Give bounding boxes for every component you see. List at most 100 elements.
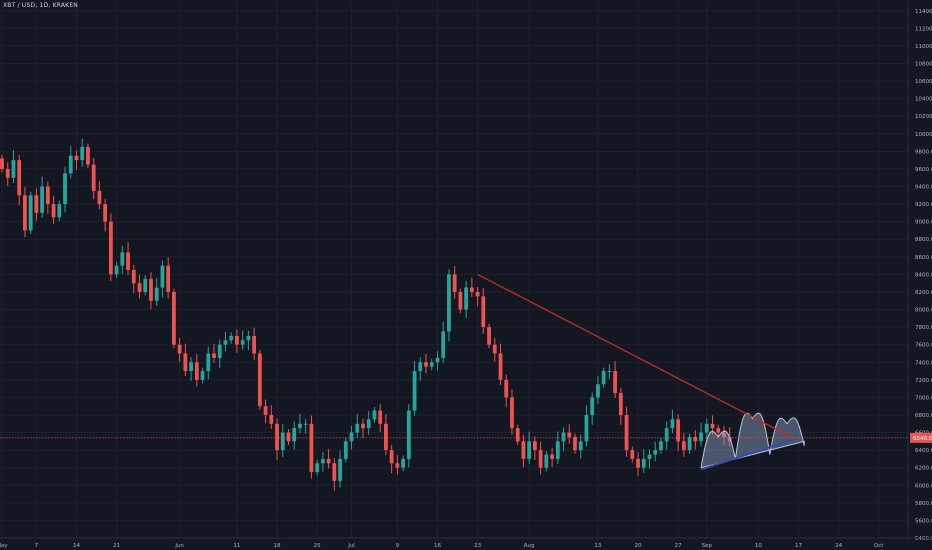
candle-body xyxy=(172,291,176,345)
candle-body xyxy=(143,278,148,292)
candle-body xyxy=(469,287,474,292)
y-tick-label: 11400.0 xyxy=(915,9,932,15)
x-tick-label: Sep xyxy=(702,543,713,549)
candle-body xyxy=(590,397,595,415)
candle-body xyxy=(275,423,279,451)
candle-body xyxy=(149,278,153,301)
current-price-tag xyxy=(910,432,932,443)
candle-body xyxy=(498,353,503,380)
y-tick-label: 11200.0 xyxy=(915,26,932,32)
candle-body xyxy=(137,283,142,292)
candle-body xyxy=(372,410,377,420)
candle-body xyxy=(384,423,388,451)
candle-body xyxy=(578,441,583,451)
candle-body xyxy=(527,441,532,459)
y-tick-label: 5600.0 xyxy=(915,518,932,524)
x-tick-label: Jul xyxy=(347,543,355,549)
candle-body xyxy=(710,423,715,429)
candle-body xyxy=(366,419,371,429)
x-tick-label: May xyxy=(0,543,8,549)
candle-body xyxy=(687,436,692,451)
candle-body xyxy=(389,450,394,464)
candle-body xyxy=(189,362,193,372)
candle-body xyxy=(521,441,526,459)
y-tick-label: 9600.0 xyxy=(915,167,932,173)
candle-body xyxy=(567,432,572,437)
candle-body xyxy=(45,186,50,205)
candle-body xyxy=(320,458,325,464)
x-tick-label: 13 xyxy=(594,543,601,549)
candle-body xyxy=(11,160,16,178)
candle-body xyxy=(406,410,411,459)
candle-body xyxy=(28,195,33,231)
resistance-trendline xyxy=(477,273,794,439)
x-tick-label: 20 xyxy=(635,543,642,549)
candle-body xyxy=(727,436,732,442)
candle-body xyxy=(435,357,440,363)
y-tick-label: 7000.0 xyxy=(915,395,932,401)
candle-body xyxy=(424,362,428,367)
candle-body xyxy=(246,335,251,341)
candle-body xyxy=(395,463,400,468)
candle-body xyxy=(86,146,90,165)
y-tick-label: 8800.0 xyxy=(915,237,932,243)
candle-body xyxy=(126,252,130,270)
y-tick-label: 10000.0 xyxy=(915,132,932,138)
candle-body xyxy=(315,463,320,473)
candle-body xyxy=(630,450,635,459)
x-tick-label: 24 xyxy=(835,543,842,549)
candle-body xyxy=(429,362,434,367)
candle-body xyxy=(303,423,308,425)
candle-body xyxy=(355,423,360,433)
candle-body xyxy=(0,158,4,169)
candle-body xyxy=(34,195,39,213)
candle-body xyxy=(200,371,205,380)
y-tick-label: 8600.0 xyxy=(915,255,932,261)
candle-body xyxy=(63,173,67,205)
x-tick-label: Aug xyxy=(524,543,535,549)
head-and-shoulders-pattern xyxy=(700,412,805,469)
candle-body xyxy=(97,190,102,205)
candle-body xyxy=(194,362,199,380)
y-tick-label: 9800.0 xyxy=(915,149,932,155)
candle-body xyxy=(676,419,681,442)
candle-body xyxy=(361,423,365,429)
candle-body xyxy=(596,384,600,398)
x-tick-label: 7 xyxy=(35,543,39,549)
candle-body xyxy=(458,291,463,310)
candle-body xyxy=(114,265,119,275)
candle-body xyxy=(57,204,62,218)
candle-body xyxy=(51,204,56,218)
x-tick-label: 25 xyxy=(314,543,321,549)
candle-body xyxy=(670,419,675,429)
candle-body xyxy=(722,432,726,437)
y-tick-label: 10600.0 xyxy=(915,79,932,85)
candle-body xyxy=(544,454,549,468)
y-tick-label: 8000.0 xyxy=(915,308,932,314)
x-tick-label: 18 xyxy=(274,543,281,549)
candle-body xyxy=(636,458,640,468)
y-tick-label: 9000.0 xyxy=(915,220,932,226)
candle-body xyxy=(332,463,337,481)
x-tick-label: 23 xyxy=(474,543,481,549)
candle-body xyxy=(412,371,417,411)
candle-body xyxy=(418,362,423,372)
y-tick-label: 6000.0 xyxy=(915,483,932,489)
candle-body xyxy=(584,414,589,442)
candle-body xyxy=(326,458,331,464)
y-tick-label: 7800.0 xyxy=(915,325,932,331)
x-tick-label: 10 xyxy=(755,543,762,549)
candle-body xyxy=(481,296,486,328)
y-tick-label: 7200.0 xyxy=(915,378,932,384)
y-tick-label: 8200.0 xyxy=(915,290,932,296)
candle-body xyxy=(659,441,663,451)
candle-body xyxy=(108,221,113,275)
y-tick-label: 10400.0 xyxy=(915,97,932,103)
candle-body xyxy=(131,270,136,284)
candle-body xyxy=(183,353,188,372)
candle-body xyxy=(693,436,698,442)
candle-body xyxy=(177,344,182,354)
candle-body xyxy=(229,335,234,341)
